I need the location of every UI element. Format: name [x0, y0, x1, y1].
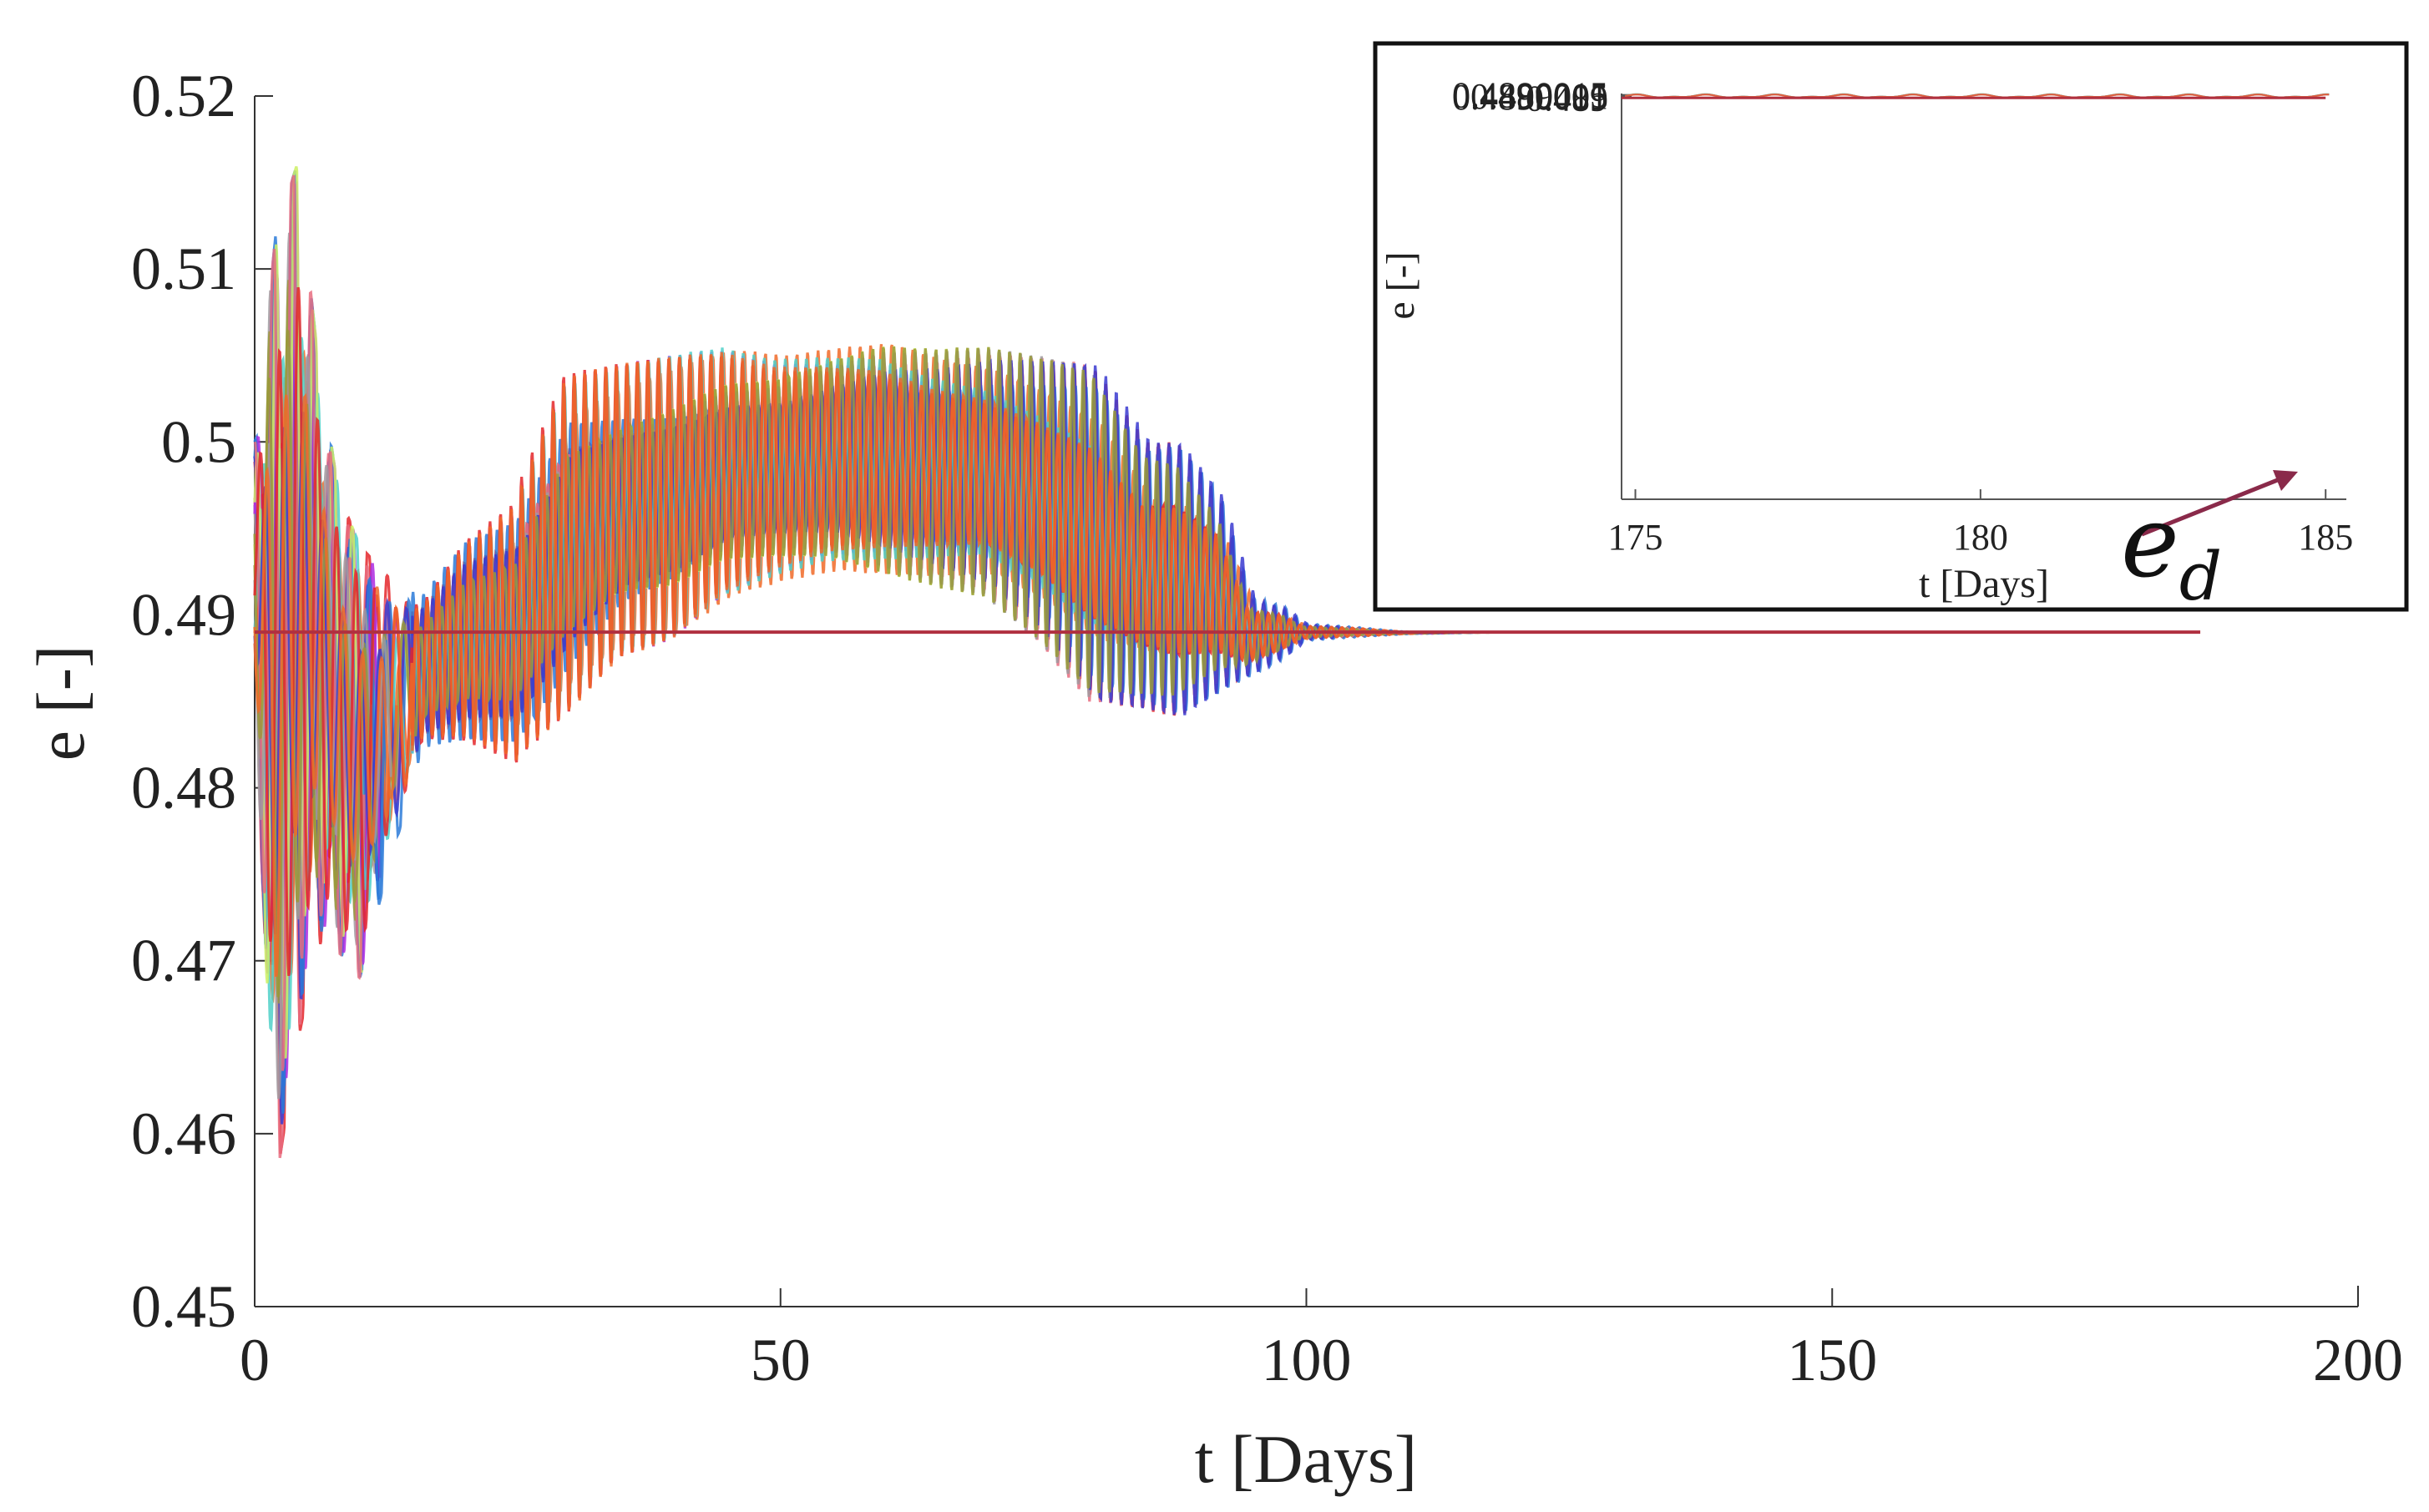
inset-y-label: e [-]: [1379, 251, 1423, 319]
trajectory-line: [253, 286, 377, 977]
inset-y-tick-label: 0.4890015: [1452, 75, 1608, 116]
main-x-tick-label: 150: [1787, 1327, 1877, 1393]
main-y-tick-label: 0.48: [131, 755, 236, 822]
inset-frame: [1373, 41, 2409, 612]
inset-x-label: t [Days]: [1919, 562, 2049, 606]
inset-y-tick-label: 0.489: [1526, 78, 1608, 119]
main-x-label: t [Days]: [1195, 1421, 1417, 1497]
ed-label: ed: [2121, 484, 2222, 615]
main-x-tick-label: 0: [240, 1327, 270, 1393]
inset: 175 180 185 0.4890.48900050.4890010.489001…: [1373, 41, 2409, 612]
main-y-tick-label: 0.47: [131, 928, 236, 994]
main-y-tick-label: 0.45: [131, 1273, 236, 1340]
trajectory-line: [254, 351, 1419, 1004]
inset-x-tick-label: 180: [1953, 517, 2008, 558]
main-y-tick-label: 0.51: [131, 235, 236, 302]
trajectory-line: [253, 280, 1511, 1004]
trajectory-line: [253, 392, 398, 978]
inset-x-ticks: 175 180 185: [1608, 489, 2353, 558]
ed-arrow-shaft: [2141, 475, 2285, 537]
main-y-ticks: 0.45 0.46 0.47 0.48 0.49 0.5 0.51 0.52: [131, 63, 273, 1340]
main-y-tick-label: 0.52: [131, 63, 236, 129]
ed-label-subscript: d: [2179, 538, 2222, 615]
ed-label-base: e: [2121, 484, 2179, 599]
main-x-ticks: 0 50 100 150 200: [240, 1288, 2403, 1393]
main-y-tick-label: 0.46: [131, 1100, 236, 1167]
main-y-tick-label: 0.5: [161, 408, 236, 475]
main-x-tick-label: 200: [2313, 1327, 2403, 1393]
ed-arrow-head: [2273, 470, 2298, 491]
main-y-tick-label: 0.49: [131, 581, 236, 648]
main-series-group: [253, 166, 1511, 1159]
main-x-tick-label: 50: [751, 1327, 811, 1393]
inset-y-tick-label: 0.4890005: [1452, 77, 1608, 118]
main-y-label: e [-]: [23, 645, 99, 761]
inset-x-tick-label: 185: [2298, 517, 2353, 558]
inset-y-tick-label: 0.489001: [1470, 76, 1608, 117]
ed-annotation: ed: [2121, 470, 2298, 615]
inset-x-tick-label: 175: [1608, 517, 1663, 558]
main-x-tick-label: 100: [1262, 1327, 1352, 1393]
